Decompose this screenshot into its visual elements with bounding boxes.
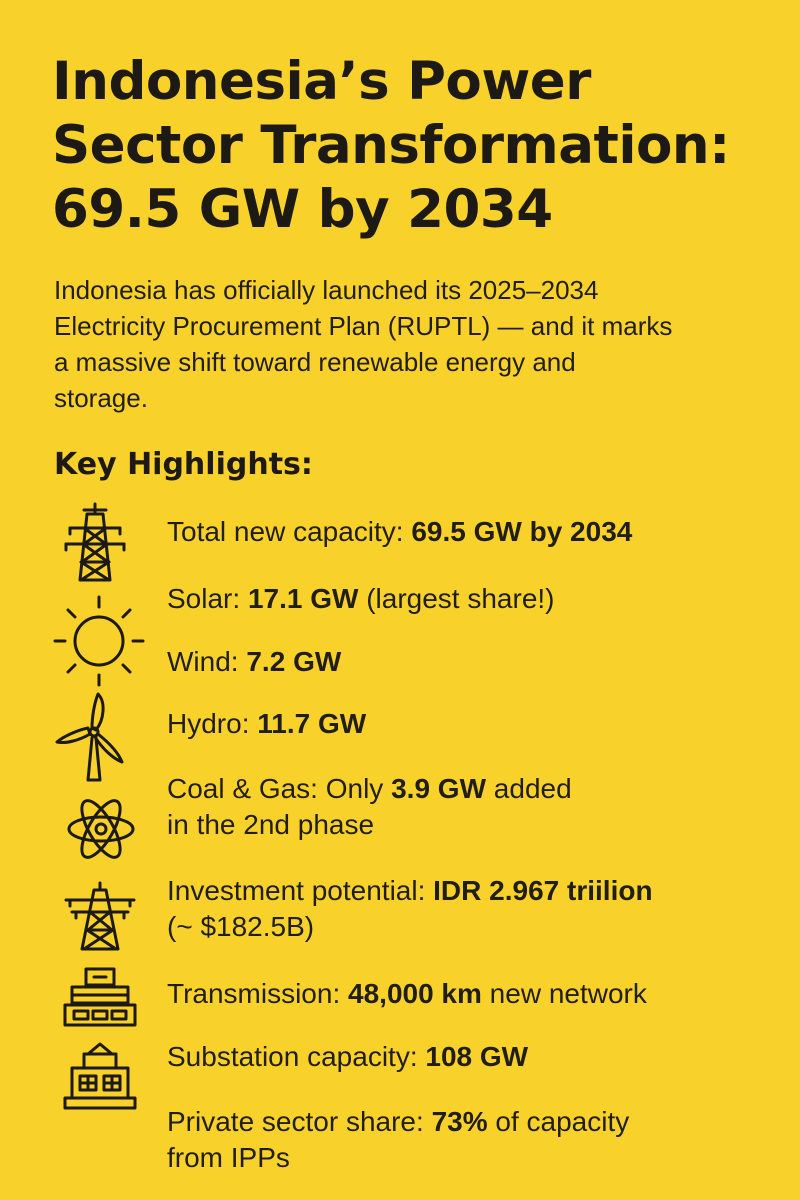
- highlight-label: Total new capacity:: [167, 516, 412, 547]
- highlight-label: Hydro:: [167, 708, 258, 739]
- highlight-label: Wind:: [167, 646, 247, 677]
- stacked-blocks-icon: [62, 966, 138, 1028]
- section-heading: Key Highlights:: [54, 447, 313, 482]
- highlight-line-2: (~ $182.5B): [167, 911, 315, 942]
- highlight-value: 108 GW: [425, 1041, 529, 1072]
- highlight-investment: Investment potential: IDR 2.967 triilion…: [167, 873, 653, 945]
- highlight-value: 7.2 GW: [246, 646, 342, 677]
- highlight-line-2: in the 2nd phase: [167, 809, 375, 840]
- highlight-label: Transmission:: [167, 978, 349, 1009]
- highlight-label: Solar:: [167, 583, 248, 614]
- highlight-value: 69.5 GW by 2034: [411, 516, 633, 547]
- highlight-suffix: new network: [481, 978, 647, 1009]
- title-line-2: Sector Transformation:: [52, 115, 730, 176]
- highlight-label: Substation capacity:: [167, 1041, 426, 1072]
- highlight-value: 48,000 km: [348, 978, 482, 1009]
- highlight-value: IDR 2.967 triilion: [433, 875, 653, 906]
- highlight-private-sector: Private sector share: 73% of capacity fr…: [167, 1104, 629, 1176]
- sun-icon: [52, 594, 146, 688]
- highlight-line-2: from IPPs: [167, 1142, 290, 1173]
- substation-building-icon: [62, 1040, 138, 1112]
- atom-icon: [66, 794, 136, 864]
- highlight-value: 11.7 GW: [257, 708, 367, 739]
- intro-line-3: a massive shift toward renewable energy …: [54, 347, 576, 377]
- highlight-label: Coal & Gas: Only: [167, 773, 392, 804]
- highlight-suffix: of capacity: [487, 1106, 630, 1137]
- highlight-line-1: Private sector share: 73% of capacity: [167, 1104, 629, 1140]
- highlight-value: 73%: [431, 1106, 488, 1137]
- intro-line-4: storage.: [54, 383, 148, 413]
- highlight-coal-gas: Coal & Gas: Only 3.9 GW added in the 2nd…: [167, 771, 572, 843]
- page-title: Indonesia’s Power Sector Transformation:…: [52, 50, 772, 242]
- highlight-transmission: Transmission: 48,000 km new network: [167, 976, 647, 1012]
- title-line-1: Indonesia’s Power: [52, 51, 591, 112]
- highlight-line-1: Investment potential: IDR 2.967 triilion: [167, 873, 653, 909]
- power-pylon-icon: [60, 880, 140, 952]
- highlight-solar: Solar: 17.1 GW (largest share!): [167, 581, 555, 617]
- highlight-label: Private sector share:: [167, 1106, 432, 1137]
- title-line-3: 69.5 GW by 2034: [52, 179, 553, 240]
- highlight-substation: Substation capacity: 108 GW: [167, 1039, 528, 1075]
- wind-turbine-icon: [54, 690, 130, 784]
- highlight-label: Investment potential:: [167, 875, 434, 906]
- highlight-wind: Wind: 7.2 GW: [167, 644, 341, 680]
- highlight-hydro: Hydro: 11.7 GW: [167, 706, 366, 742]
- intro-paragraph: Indonesia has officially launched its 20…: [54, 272, 754, 416]
- highlight-value: 17.1 GW: [247, 583, 359, 614]
- transmission-tower-icon: [62, 500, 128, 584]
- highlight-total-capacity: Total new capacity: 69.5 GW by 2034: [167, 514, 632, 550]
- highlight-value: 3.9 GW: [391, 773, 487, 804]
- intro-line-2: Electricity Procurement Plan (RUPTL) — a…: [54, 311, 673, 341]
- highlight-line-1: Coal & Gas: Only 3.9 GW added: [167, 771, 572, 807]
- highlight-suffix: (largest share!): [358, 583, 555, 614]
- intro-line-1: Indonesia has officially launched its 20…: [54, 275, 599, 305]
- highlight-suffix: added: [486, 773, 572, 804]
